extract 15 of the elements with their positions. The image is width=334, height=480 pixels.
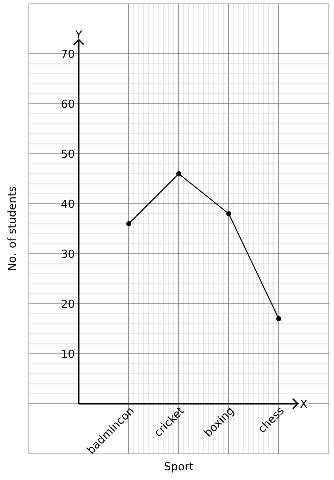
y-tick-label: 20 xyxy=(62,300,74,308)
y-tick-label: 70 xyxy=(62,50,74,58)
y-tick-label: 30 xyxy=(62,250,74,258)
y-tick-label: 10 xyxy=(62,350,74,358)
x-axis-title: Sport xyxy=(164,462,194,473)
annotation: Y xyxy=(76,30,82,39)
point xyxy=(276,316,282,322)
point xyxy=(126,222,132,227)
y-axis-title: No. of students xyxy=(8,187,16,270)
point xyxy=(176,172,182,177)
point xyxy=(226,212,232,217)
y-tick-label: 40 xyxy=(62,200,74,208)
y-tick-label: 60 xyxy=(62,100,74,108)
y-tick-label: 50 xyxy=(62,150,74,158)
text: X xyxy=(300,400,308,408)
